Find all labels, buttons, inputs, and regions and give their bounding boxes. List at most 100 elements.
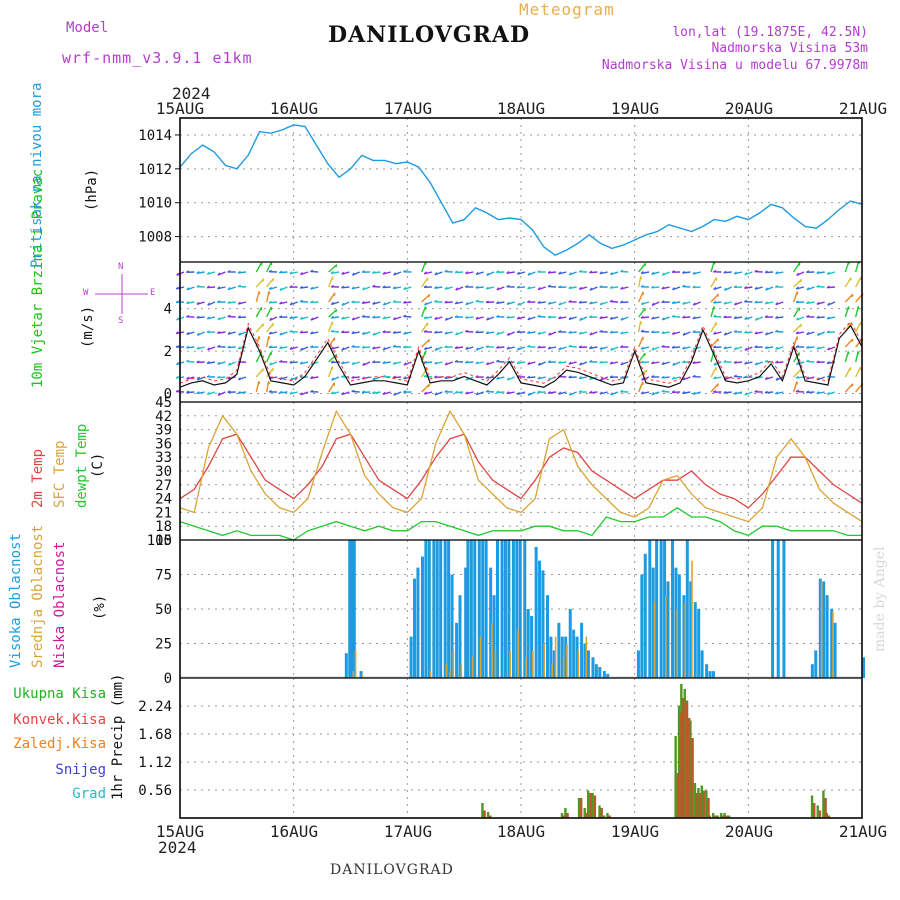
wind-arrow — [816, 316, 825, 319]
wind-arrow-head — [723, 301, 727, 305]
wind-arrow — [816, 301, 825, 306]
wind-arrow-head — [558, 346, 562, 351]
wind-arrow-head — [299, 271, 303, 276]
wind-arrow-head — [403, 300, 407, 304]
cloud-bar-0 — [413, 578, 417, 678]
wind-arrow-head — [578, 286, 582, 290]
cloud-bar-0 — [648, 540, 652, 678]
wind-arrow — [279, 346, 288, 350]
wind-arrow-head — [682, 284, 686, 288]
wind-arrow-head — [331, 366, 334, 370]
wind-arrow — [775, 376, 784, 381]
wind-arrow — [558, 271, 567, 275]
wind-arrow-head — [682, 315, 686, 319]
wind-arrow — [661, 286, 670, 290]
wind-arrow — [310, 316, 319, 321]
wind-arrow-head — [372, 332, 376, 336]
precip-bar-1 — [818, 810, 822, 818]
wind-arrow — [558, 346, 567, 351]
wind-arrow-head — [754, 389, 758, 393]
xtick-top-2: 17AUG — [383, 99, 433, 118]
wind-arrow-head — [527, 300, 531, 303]
wind-arrow — [300, 361, 309, 365]
wind-arrow-head — [599, 377, 603, 381]
cloud-bar-1 — [676, 609, 679, 678]
temp-ytick-label: 33 — [155, 450, 172, 466]
wind-arrow — [454, 271, 464, 274]
wind-arrow-head — [754, 345, 758, 348]
wind-arrow-head — [640, 284, 644, 288]
wind-arrow — [641, 391, 650, 395]
wind-arrow — [764, 346, 774, 349]
wind-arrow-head — [227, 286, 231, 291]
wind-arrow — [710, 293, 720, 303]
wind-arrow — [620, 301, 629, 304]
wind-arrow — [816, 391, 825, 395]
wind-arrow — [421, 306, 427, 318]
wind-arrow-head — [475, 285, 479, 289]
wind-arrow — [382, 346, 391, 351]
precip-bar-0 — [591, 793, 594, 818]
cloud-bar-0 — [580, 622, 584, 678]
wind-arrow-head — [423, 271, 427, 275]
wind-arrow — [506, 271, 515, 274]
wind-arrow-head — [826, 285, 830, 289]
wind-arrow — [692, 391, 701, 396]
pressure-ytick-label: 1014 — [138, 128, 172, 144]
wind-arrow-head — [237, 346, 241, 350]
wind-arrow — [403, 301, 412, 304]
wind-arrow-head — [351, 331, 355, 334]
wind-arrow-head — [620, 375, 624, 379]
wind-arrow-head — [609, 361, 613, 365]
wind-arrow — [547, 271, 557, 274]
wind-arrow-head — [444, 317, 448, 321]
wind-arrow — [300, 391, 309, 396]
cloud-bar-0 — [705, 664, 709, 678]
wind-arrow-head — [716, 383, 719, 387]
wind-arrow-head — [496, 390, 500, 394]
wind-arrow — [372, 391, 381, 395]
wind-arrow-head — [775, 360, 779, 364]
wind-arrow — [330, 316, 340, 319]
wind-arrow-head — [661, 389, 665, 392]
cloud-bar-0 — [420, 556, 424, 678]
wind-arrow-head — [578, 345, 582, 348]
cloud-bar-0 — [439, 540, 443, 678]
temp-ytick-label: 21 — [155, 505, 172, 521]
wind-arrow-head — [289, 302, 293, 306]
precip-bar-1 — [702, 790, 706, 818]
wind-arrow-head — [610, 392, 613, 396]
wind-arrow — [754, 331, 763, 335]
wind-arrow-head — [692, 271, 696, 275]
wind-arrow — [485, 376, 495, 379]
wind-arrow — [682, 376, 691, 381]
wind-arrow — [266, 322, 274, 333]
cloud-bar-0 — [495, 540, 499, 678]
wind-arrow-head — [692, 302, 696, 306]
wind-arrow — [393, 271, 402, 276]
wind-arrow-head — [568, 272, 572, 276]
wind-arrow — [599, 301, 608, 306]
wind-arrow — [744, 286, 753, 289]
wind-arrow-head — [444, 300, 448, 304]
precip-bar-0 — [723, 813, 726, 818]
wind-arrow-head — [816, 284, 820, 288]
wind-arrow-head — [816, 360, 820, 363]
wind-arrow-head — [806, 376, 810, 380]
wind-arrow — [434, 286, 443, 289]
cloud-bar-0 — [586, 650, 590, 678]
wind-arrow-head — [217, 344, 221, 348]
cloud-bar-0 — [825, 595, 829, 678]
wind-arrow-head — [351, 317, 355, 321]
cloud-bar-0 — [598, 666, 602, 678]
wind-arrow — [620, 270, 629, 273]
wind-arrow-head — [723, 315, 727, 318]
cloud-bar-0 — [515, 540, 519, 678]
wind-arrow — [455, 331, 464, 336]
wind-arrow — [217, 391, 226, 397]
wind-arrow-head — [568, 392, 572, 396]
wind-arrow-head — [279, 346, 283, 349]
precip-bar-1 — [824, 798, 827, 818]
wind-arrow — [186, 301, 195, 305]
cloud-bar-0 — [666, 581, 670, 678]
